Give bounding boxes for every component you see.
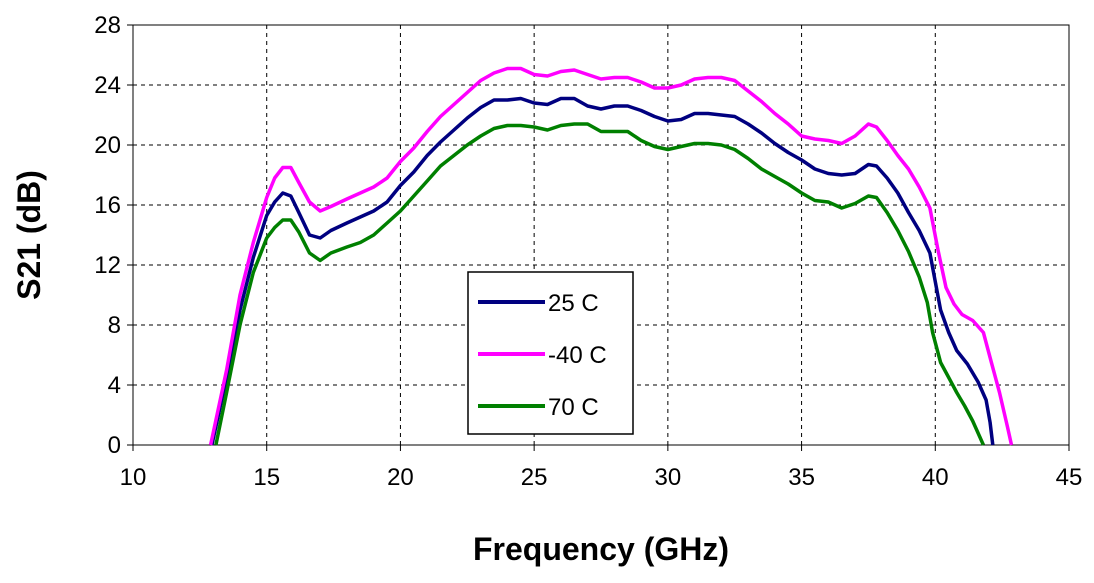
x-axis-title: Frequency (GHz) (473, 531, 729, 567)
legend-label: 70 C (548, 394, 599, 421)
y-tick-label: 0 (108, 432, 121, 459)
y-tick-label: 8 (108, 312, 121, 339)
legend-label: -40 C (548, 342, 607, 369)
gridlines (133, 25, 1069, 445)
series-line-0 (210, 96, 995, 446)
x-tick-label: 45 (1056, 464, 1083, 491)
axes: 0 4 8 12 16 20 24 28 10 15 20 25 30 35 40 45 (94, 12, 1082, 491)
series-line-2 (214, 122, 985, 446)
y-tick-label: 4 (108, 372, 121, 399)
x-tick-label: 35 (788, 464, 815, 491)
legend-label: 25 C (548, 290, 599, 317)
y-tick-label: 24 (94, 72, 121, 99)
x-tick-label: 25 (521, 464, 548, 491)
legend: 25 C -40 C 70 C (467, 271, 634, 435)
y-axis-title: S21 (dB) (11, 170, 47, 300)
x-tick-label: 20 (387, 464, 414, 491)
y-tick-label: 16 (94, 192, 121, 219)
series-line-1 (208, 66, 1014, 446)
x-tick-label: 15 (253, 464, 280, 491)
y-tick-label: 20 (94, 132, 121, 159)
x-tick-label: 30 (655, 464, 682, 491)
y-tick-label: 12 (94, 252, 121, 279)
y-tick-label: 28 (94, 12, 121, 39)
x-tick-label: 40 (922, 464, 949, 491)
series-lines (208, 66, 1014, 446)
x-tick-label: 10 (120, 464, 147, 491)
